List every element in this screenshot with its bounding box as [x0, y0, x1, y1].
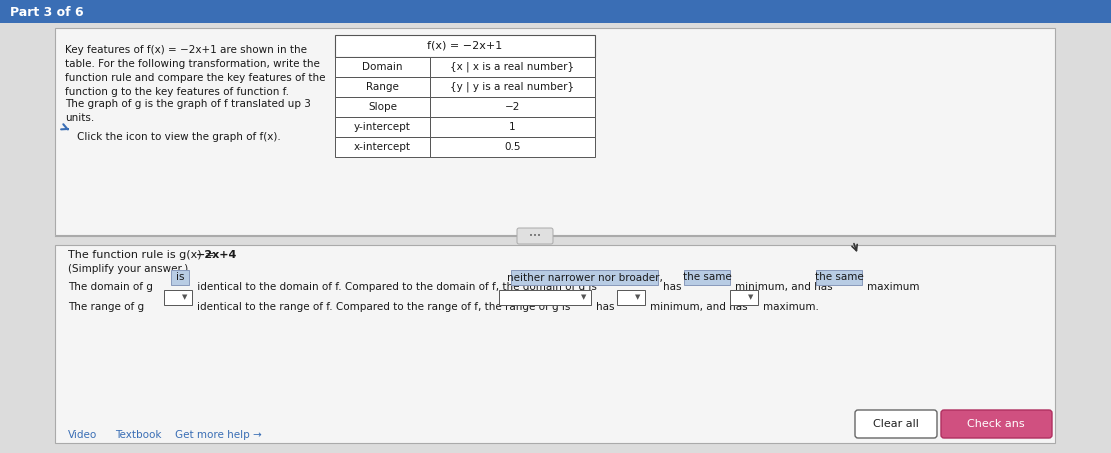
Text: The graph of g is the graph of f translated up 3: The graph of g is the graph of f transla…: [66, 99, 311, 109]
Text: {y | y is a real number}: {y | y is a real number}: [450, 82, 574, 92]
Text: ▼: ▼: [182, 294, 188, 300]
FancyBboxPatch shape: [336, 117, 430, 137]
Text: •••: •••: [529, 233, 541, 239]
Text: (Simplify your answer.): (Simplify your answer.): [68, 264, 188, 274]
FancyBboxPatch shape: [56, 28, 1055, 235]
Text: 0.5: 0.5: [504, 142, 521, 152]
Text: the same: the same: [683, 273, 732, 283]
Text: ▼: ▼: [748, 294, 753, 300]
Text: Clear all: Clear all: [873, 419, 919, 429]
Text: −2: −2: [504, 102, 520, 112]
Text: minimum, and has: minimum, and has: [735, 282, 833, 292]
Text: 1: 1: [509, 122, 516, 132]
Text: Video: Video: [68, 430, 98, 440]
Text: Domain: Domain: [362, 62, 403, 72]
FancyBboxPatch shape: [171, 270, 189, 285]
FancyBboxPatch shape: [430, 57, 595, 77]
Text: ▼: ▼: [635, 294, 640, 300]
Text: Textbook: Textbook: [116, 430, 161, 440]
FancyBboxPatch shape: [684, 270, 731, 285]
FancyBboxPatch shape: [56, 245, 1055, 443]
Text: Check ans: Check ans: [968, 419, 1024, 429]
Text: x-intercept: x-intercept: [354, 142, 411, 152]
Text: has: has: [663, 282, 682, 292]
FancyBboxPatch shape: [517, 228, 553, 244]
Text: maximum: maximum: [867, 282, 920, 292]
Text: y-intercept: y-intercept: [354, 122, 411, 132]
FancyBboxPatch shape: [430, 117, 595, 137]
Text: Click the icon to view the graph of f(x).: Click the icon to view the graph of f(x)…: [77, 132, 281, 142]
FancyBboxPatch shape: [941, 410, 1052, 438]
FancyBboxPatch shape: [0, 0, 1111, 23]
FancyBboxPatch shape: [336, 35, 595, 57]
FancyBboxPatch shape: [815, 270, 862, 285]
Text: minimum, and has: minimum, and has: [650, 302, 748, 312]
Text: identical to the range of f. Compared to the range of f, the range of g is: identical to the range of f. Compared to…: [197, 302, 570, 312]
Text: identical to the domain of f. Compared to the domain of f, the domain of g is: identical to the domain of f. Compared t…: [194, 282, 597, 292]
Text: {x | x is a real number}: {x | x is a real number}: [450, 62, 574, 72]
Text: table. For the following transformation, write the: table. For the following transformation,…: [66, 59, 320, 69]
FancyBboxPatch shape: [499, 290, 591, 305]
Text: the same: the same: [814, 273, 863, 283]
Text: Get more help →: Get more help →: [176, 430, 262, 440]
Text: units.: units.: [66, 113, 94, 123]
Text: neither narrower nor broader,: neither narrower nor broader,: [507, 273, 662, 283]
Text: Part 3 of 6: Part 3 of 6: [10, 5, 83, 19]
FancyBboxPatch shape: [730, 290, 758, 305]
Text: The function rule is g(x) =: The function rule is g(x) =: [68, 250, 218, 260]
FancyBboxPatch shape: [430, 137, 595, 157]
FancyBboxPatch shape: [336, 57, 430, 77]
FancyBboxPatch shape: [511, 270, 658, 285]
FancyBboxPatch shape: [430, 97, 595, 117]
Text: The range of g: The range of g: [68, 302, 144, 312]
Text: ▼: ▼: [581, 294, 587, 300]
Text: f(x) = −2x+1: f(x) = −2x+1: [428, 41, 502, 51]
FancyBboxPatch shape: [430, 77, 595, 97]
Text: Slope: Slope: [368, 102, 397, 112]
FancyBboxPatch shape: [336, 77, 430, 97]
FancyBboxPatch shape: [617, 290, 644, 305]
Text: The domain of g: The domain of g: [68, 282, 153, 292]
FancyBboxPatch shape: [336, 137, 430, 157]
Text: function g to the key features of function f.: function g to the key features of functi…: [66, 87, 289, 97]
FancyBboxPatch shape: [164, 290, 192, 305]
Text: Key features of f(x) = −2x+1 are shown in the: Key features of f(x) = −2x+1 are shown i…: [66, 45, 307, 55]
Text: maximum.: maximum.: [763, 302, 819, 312]
Text: Range: Range: [366, 82, 399, 92]
Text: is: is: [176, 273, 184, 283]
Text: function rule and compare the key features of the: function rule and compare the key featur…: [66, 73, 326, 83]
Text: −2x+4: −2x+4: [196, 250, 237, 260]
FancyBboxPatch shape: [336, 97, 430, 117]
FancyBboxPatch shape: [855, 410, 937, 438]
Text: has: has: [595, 302, 614, 312]
